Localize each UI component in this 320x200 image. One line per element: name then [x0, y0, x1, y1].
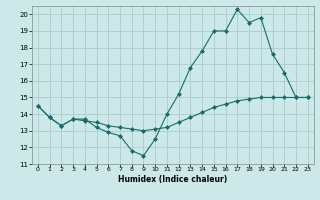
X-axis label: Humidex (Indice chaleur): Humidex (Indice chaleur) [118, 175, 228, 184]
